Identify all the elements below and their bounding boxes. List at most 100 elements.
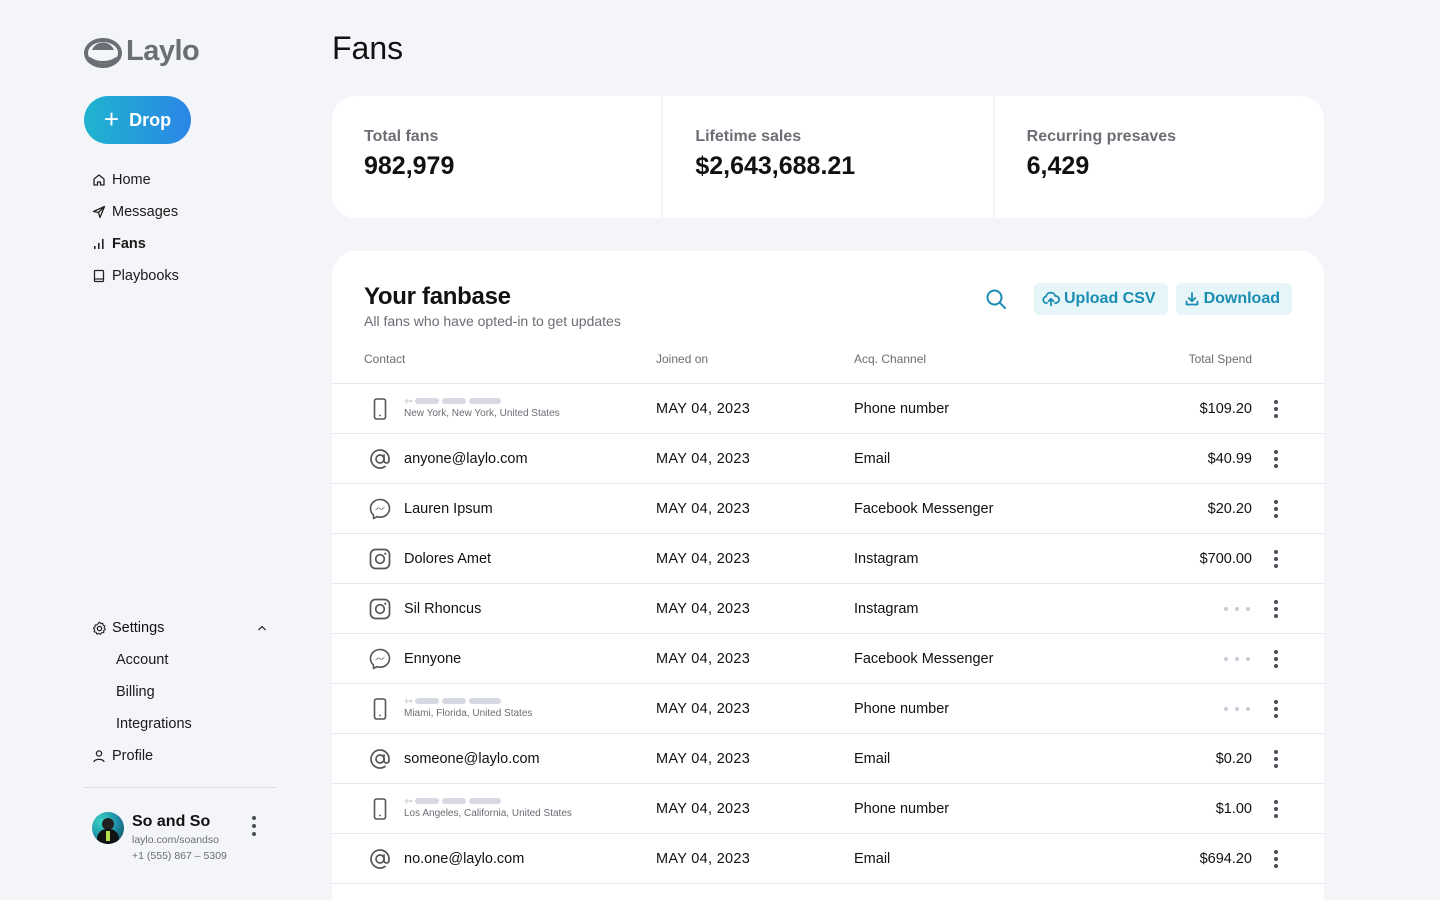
row-menu-icon[interactable] (1272, 849, 1280, 869)
nav-item-playbooks[interactable]: Playbooks (92, 260, 179, 292)
search-button[interactable] (980, 283, 1012, 315)
acq-channel: Facebook Messenger (854, 500, 994, 517)
nav-item-fans[interactable]: Fans (92, 228, 179, 260)
home-icon (93, 174, 105, 186)
stat-value: 6,429 (1026, 152, 1090, 180)
logo-text: Laylo (126, 34, 200, 67)
total-spend: $0.20 (1215, 750, 1252, 767)
table-row[interactable]: Lauren Ipsum MAY 04, 2023 Facebook Messeng… (332, 483, 1324, 533)
bar-chart-icon (94, 239, 104, 249)
row-menu-icon[interactable] (1272, 599, 1280, 619)
total-spend: $109.20 (1199, 400, 1252, 417)
phone-icon (373, 398, 387, 420)
acq-channel: Instagram (854, 550, 919, 567)
table-row[interactable]: Ennyone MAY 04, 2023 Facebook Messenger (332, 633, 1324, 683)
fans-table: +• New York, New York, United States MAY 0… (332, 383, 1324, 900)
stat-label: Total fans (364, 128, 439, 145)
fanbase-card: Your fanbase All fans who have opted-in … (332, 251, 1324, 900)
joined-date: MAY 04, 2023 (656, 850, 751, 867)
upload-csv-label: Upload CSV (1064, 290, 1156, 307)
logo[interactable]: Laylo (84, 34, 200, 68)
table-row[interactable]: no.one@laylo.com MAY 04, 2023 Email $694.20 (332, 833, 1324, 883)
search-icon (986, 289, 1006, 309)
row-menu-icon[interactable] (1272, 499, 1280, 519)
joined-date: MAY 04, 2023 (656, 500, 751, 517)
user-url: laylo.com/soandso (132, 834, 219, 846)
column-header-spend[interactable]: Total Spend (1188, 352, 1252, 366)
masked-phone: +• Miami, Florida, United States (404, 696, 533, 720)
settings-section: Settings Account Billing Integrations Pr… (92, 612, 268, 772)
download-icon (1185, 292, 1198, 306)
drop-button-label: Drop (129, 109, 172, 130)
messenger-icon (369, 648, 391, 670)
contact-type-icon (368, 797, 392, 821)
table-row[interactable]: Sil Rhoncus MAY 04, 2023 Instagram (332, 583, 1324, 633)
at-sign-icon (370, 449, 390, 469)
contact-name: Dolores Amet (404, 550, 492, 567)
settings-item-integrations[interactable]: Integrations (116, 716, 192, 732)
gear-icon (92, 621, 106, 635)
table-row[interactable]: +• Miami, Florida, United States MAY 04, 2… (332, 683, 1324, 733)
contact-name: Ennyone (404, 650, 462, 667)
row-menu-icon[interactable] (1272, 649, 1280, 669)
masked-phone: +• New York, New York, United States (404, 396, 560, 420)
column-header-joined[interactable]: Joined on (656, 352, 709, 366)
stat-total-fans: Total fans 982,979 (332, 96, 662, 218)
row-menu-icon[interactable] (1272, 549, 1280, 569)
table-row[interactable]: +• New York, New York, United States MAY 0… (332, 383, 1324, 433)
table-row[interactable]: someone@laylo.com MAY 04, 2023 Email $0.20 (332, 733, 1324, 783)
nav-item-label: Fans (112, 236, 146, 252)
acq-channel: Phone number (854, 800, 950, 817)
row-menu-icon[interactable] (1272, 699, 1280, 719)
user-menu-icon[interactable] (252, 816, 256, 836)
nav-item-label: Messages (112, 204, 179, 220)
acq-channel: Phone number (854, 400, 950, 417)
contact-name: Lauren Ipsum (404, 500, 493, 517)
instagram-icon (369, 598, 391, 620)
total-spend: $40.99 (1207, 450, 1252, 467)
row-menu-icon[interactable] (1272, 749, 1280, 769)
messenger-icon (369, 498, 391, 520)
row-menu-icon[interactable] (1272, 799, 1280, 819)
user-name: So and So (132, 813, 211, 830)
settings-item-billing[interactable]: Billing (116, 684, 155, 700)
nav-item-label: Profile (112, 748, 154, 764)
plus-icon: + (103, 103, 120, 134)
download-button[interactable]: Download (1175, 283, 1292, 315)
nav-item-label: Playbooks (112, 268, 179, 284)
contact-type-icon (368, 747, 392, 771)
column-header-channel[interactable]: Acq. Channel (854, 352, 927, 366)
nav-item-home[interactable]: Home (92, 164, 179, 196)
settings-toggle[interactable]: Settings (92, 612, 268, 644)
contact-name: no.one@laylo.com (404, 850, 525, 867)
settings-item-account[interactable]: Account (116, 652, 169, 668)
stat-recurring-presaves: Recurring presaves 6,429 (994, 96, 1324, 218)
table-row[interactable]: Dolores Amet MAY 04, 2023 Instagram $700.00 (332, 533, 1324, 583)
joined-date: MAY 04, 2023 (656, 400, 751, 417)
drop-button[interactable]: + Drop (84, 96, 191, 144)
joined-date: MAY 04, 2023 (656, 700, 751, 717)
nav-item-profile[interactable]: Profile (92, 740, 268, 772)
sidebar-divider (84, 787, 276, 788)
joined-date: MAY 04, 2023 (656, 600, 751, 617)
user-card[interactable]: So and So laylo.com/soandso +1 (555) 867… (92, 812, 268, 864)
book-icon (93, 269, 105, 283)
download-label: Download (1203, 290, 1280, 307)
nav-item-messages[interactable]: Messages (92, 196, 179, 228)
table-row[interactable] (332, 883, 1324, 900)
contact-type-icon (368, 447, 392, 471)
upload-csv-button[interactable]: Upload CSV (1034, 283, 1168, 315)
contact-location: Miami, Florida, United States (404, 708, 533, 719)
total-spend: $700.00 (1199, 550, 1252, 567)
row-menu-icon[interactable] (1272, 399, 1280, 419)
spend-placeholder (1224, 656, 1250, 661)
column-header-contact[interactable]: Contact (364, 352, 406, 366)
joined-date: MAY 04, 2023 (656, 450, 751, 467)
table-row[interactable]: +• Los Angeles, California, United States… (332, 783, 1324, 833)
row-menu-icon[interactable] (1272, 449, 1280, 469)
contact-name: someone@laylo.com (404, 750, 540, 767)
chevron-up-icon[interactable] (256, 622, 268, 634)
table-row[interactable]: anyone@laylo.com MAY 04, 2023 Email $40.99 (332, 433, 1324, 483)
nav-item-label: Home (112, 172, 151, 188)
settings-label: Settings (112, 620, 165, 636)
